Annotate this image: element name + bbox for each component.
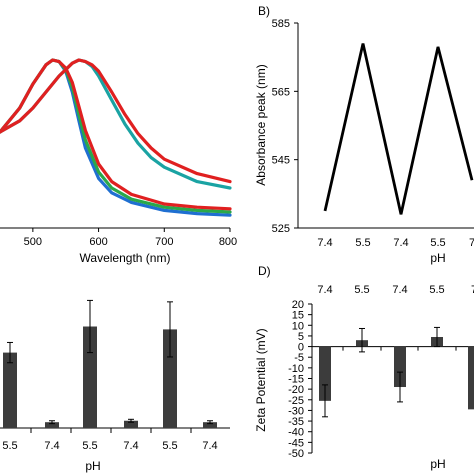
panel-b-x-tick-label: 5.5 — [430, 237, 445, 249]
panel-d-y-tick-label: -20 — [288, 384, 304, 396]
panel-a-series-line — [0, 58, 232, 211]
panel-c-x-tick-label: 5.5 — [2, 440, 17, 452]
panel-d-y-tick-label: -45 — [288, 437, 304, 449]
panel-b-x-tick-label: 7 — [469, 237, 474, 249]
panel-d-y-tick-label: 15 — [292, 310, 304, 322]
panel-d-y-tick-label: -25 — [288, 395, 304, 407]
panel-d-bar — [468, 346, 474, 410]
panel-d-y-tick-label: 20 — [292, 299, 304, 311]
panel-d-x-axis-label: pH — [430, 457, 445, 471]
panel-b-absorbance-peak-chart: B) Absorbance peak (nm) pH 525 545 565 585 7… — [254, 4, 474, 265]
panel-d-y-tick-label: 0 — [298, 342, 304, 354]
panel-a-x-tick-label: 700 — [155, 236, 173, 248]
panel-c-x-tick-label: 7.4 — [123, 440, 138, 452]
panel-a-x-axis-label: Wavelength (nm) — [80, 251, 171, 265]
panel-c-x-tick-label: 5.5 — [82, 440, 97, 452]
panel-d-y-tick-label: -35 — [288, 416, 304, 428]
panel-a-spectra-chart: 500 600 700 800 — [0, 58, 237, 248]
panel-d-bar — [394, 346, 406, 388]
panel-b-y-tick-label: 545 — [272, 155, 290, 167]
panel-c-bar — [45, 422, 59, 428]
panel-d-y-tick-label: -15 — [288, 374, 304, 386]
panel-b-y-axis-label: Absorbance peak (nm) — [254, 64, 268, 185]
panel-d-y-tick-label: -10 — [288, 363, 304, 375]
panel-d-x-tick-label: 5.5 — [429, 284, 444, 296]
panel-b-y-tick-label: 565 — [272, 86, 290, 98]
panel-d-x-tick-label: 7.4 — [317, 284, 332, 296]
panel-b-y-tick-label: 525 — [272, 223, 290, 235]
panel-d-x-tick-label: 7 — [471, 284, 474, 296]
panel-d-x-tick-label: 7.4 — [392, 284, 407, 296]
panel-b-label: B) — [258, 4, 270, 18]
panel-c-bar — [203, 422, 217, 428]
panel-d-y-tick-label: 5 — [298, 331, 304, 343]
panel-c-bar — [163, 329, 177, 428]
panel-b-x-tick-label: 5.5 — [355, 237, 370, 249]
panel-a-x-tick-label: 500 — [24, 236, 42, 248]
panel-b-x-tick-label: 7.4 — [317, 237, 332, 249]
panel-d-y-tick-label: 10 — [292, 320, 304, 332]
panel-d-y-tick-label: -40 — [288, 427, 304, 439]
panel-c-x-tick-label: 5.5 — [162, 440, 177, 452]
panel-c-bar-chart: pH 5.5 7.4 5.5 7.4 5.5 7.4 — [0, 299, 230, 473]
panel-b-series-line — [323, 43, 474, 215]
panel-d-bar — [319, 346, 331, 401]
panel-a-x-tick-label: 600 — [89, 236, 107, 248]
panel-d-y-tick-label: -30 — [288, 405, 304, 417]
panel-c-bar — [83, 326, 97, 428]
panel-a-series-line — [0, 58, 232, 184]
panel-d-x-tick-label: 5.5 — [354, 284, 369, 296]
panel-b-y-tick-label: 585 — [272, 18, 290, 30]
panel-b-x-axis-label: pH — [430, 251, 445, 265]
panel-c-bar — [3, 352, 17, 428]
panel-c-x-tick-label: 7.4 — [44, 440, 59, 452]
panel-c-x-tick-label: 7.4 — [202, 440, 217, 452]
panel-d-y-tick-label: -50 — [288, 448, 304, 460]
panel-d-zeta-potential-chart: D) Zeta Potential (mV) pH 20151050-5-10-… — [254, 264, 474, 471]
panel-c-x-axis-label: pH — [85, 459, 100, 473]
panel-d-y-tick-label: -5 — [294, 352, 304, 364]
panel-d-label: D) — [258, 264, 271, 278]
panel-b-x-tick-label: 7.4 — [393, 237, 408, 249]
panel-d-y-axis-label: Zeta Potential (mV) — [254, 328, 268, 431]
panel-c-bar — [124, 420, 138, 428]
panel-a-x-tick-label: 800 — [219, 236, 237, 248]
